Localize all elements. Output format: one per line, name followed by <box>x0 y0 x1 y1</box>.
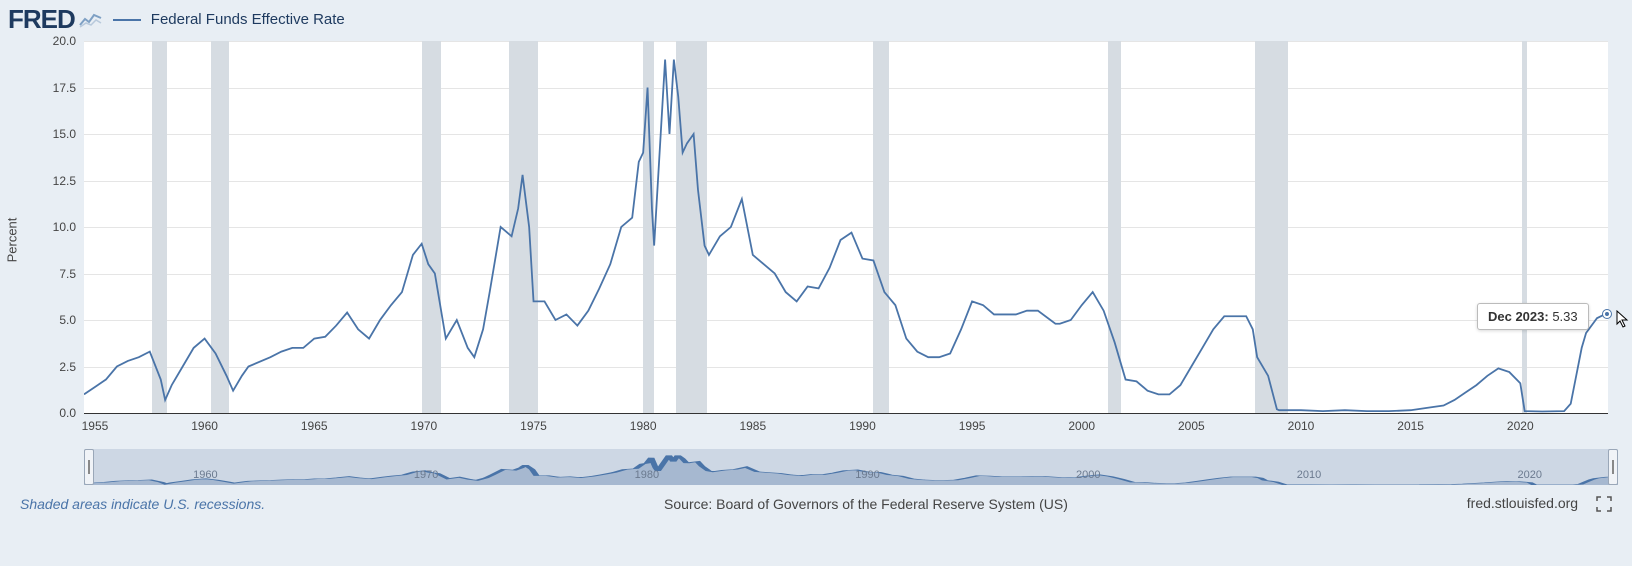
x-tick-label: 1965 <box>301 413 328 433</box>
range-navigator[interactable]: 1960 1970 1980 1990 2000 2010 2020 <box>84 449 1618 485</box>
x-tick-label: 1995 <box>959 413 986 433</box>
fred-logo[interactable]: FRED <box>8 4 103 35</box>
nav-tick-label: 2000 <box>1076 469 1100 481</box>
recession-note: Shaded areas indicate U.S. recessions. <box>20 496 265 512</box>
nav-tick-label: 1960 <box>193 469 217 481</box>
x-tick-label: 1985 <box>739 413 766 433</box>
x-tick-label: 2020 <box>1507 413 1534 433</box>
x-tick-label: 2010 <box>1288 413 1315 433</box>
nav-handle-right[interactable] <box>1608 449 1618 485</box>
y-axis-label: Percent <box>5 218 20 263</box>
y-tick-label: 20.0 <box>53 34 84 48</box>
y-tick-label: 5.0 <box>59 313 84 327</box>
series-line <box>84 41 1608 413</box>
nav-tick-label: 1980 <box>635 469 659 481</box>
nav-tick-label: 1990 <box>855 469 879 481</box>
hover-marker <box>1603 310 1611 318</box>
x-tick-label: 1955 <box>82 413 109 433</box>
chart-area: Percent 0.02.55.07.510.012.515.017.520.0… <box>14 41 1618 439</box>
source-text: Source: Board of Governors of the Federa… <box>664 496 1068 512</box>
cursor-icon <box>1616 310 1630 328</box>
y-tick-label: 15.0 <box>53 127 84 141</box>
x-tick-label: 2015 <box>1397 413 1424 433</box>
footer-right: fred.stlouisfed.org <box>1467 495 1612 512</box>
chart-footer: Shaded areas indicate U.S. recessions. S… <box>0 485 1632 512</box>
y-tick-label: 17.5 <box>53 81 84 95</box>
y-tick-label: 0.0 <box>59 406 84 420</box>
x-tick-label: 1990 <box>849 413 876 433</box>
chart-header: FRED Federal Funds Effective Rate <box>0 0 1632 37</box>
tooltip: Dec 2023: 5.33 <box>1477 303 1589 330</box>
x-tick-label: 1980 <box>630 413 657 433</box>
x-tick-label: 2005 <box>1178 413 1205 433</box>
x-tick-label: 2000 <box>1068 413 1095 433</box>
logo-chart-icon <box>79 11 103 29</box>
navigator-sparkline <box>84 449 1618 485</box>
nav-tick-label: 1970 <box>414 469 438 481</box>
series-name: Federal Funds Effective Rate <box>151 11 345 28</box>
x-tick-label: 1960 <box>191 413 218 433</box>
site-link[interactable]: fred.stlouisfed.org <box>1467 495 1578 511</box>
fullscreen-icon[interactable] <box>1596 496 1612 512</box>
nav-tick-label: 2010 <box>1297 469 1321 481</box>
nav-tick-label: 2020 <box>1517 469 1541 481</box>
y-tick-label: 10.0 <box>53 220 84 234</box>
plot-region[interactable]: 0.02.55.07.510.012.515.017.520.019551960… <box>84 41 1608 413</box>
y-tick-label: 2.5 <box>59 360 84 374</box>
nav-handle-left[interactable] <box>84 449 94 485</box>
x-tick-label: 1975 <box>520 413 547 433</box>
logo-text: FRED <box>8 4 75 35</box>
y-tick-label: 7.5 <box>59 267 84 281</box>
legend-swatch <box>113 19 141 21</box>
y-tick-label: 12.5 <box>53 174 84 188</box>
x-tick-label: 1970 <box>411 413 438 433</box>
